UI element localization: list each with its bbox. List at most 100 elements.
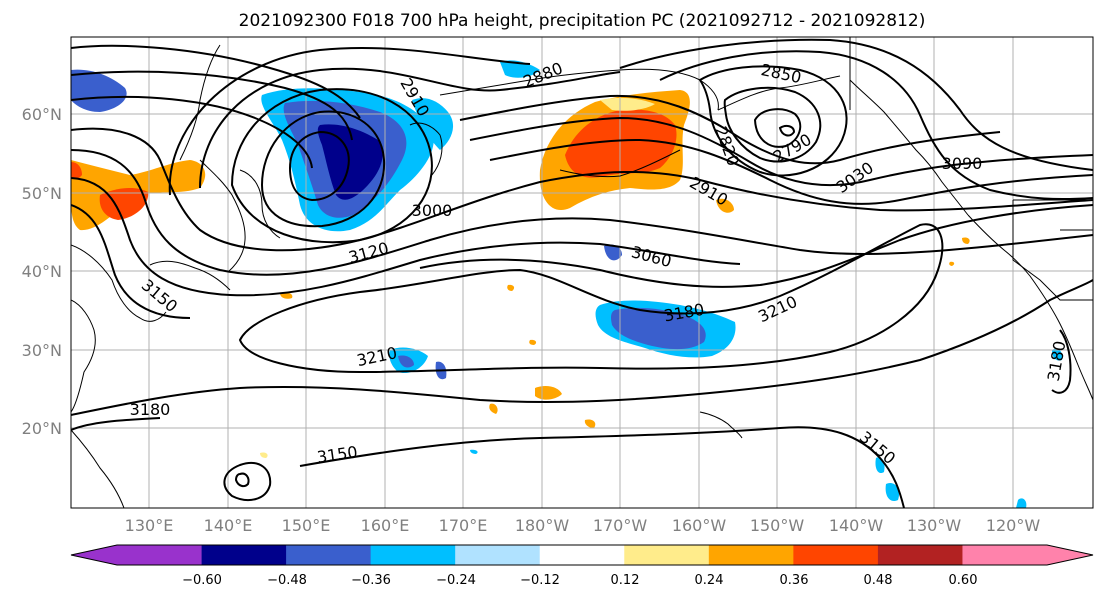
lon-label: 180°W (515, 516, 570, 535)
precip-area (398, 355, 414, 368)
colorbar-segment (877, 545, 963, 565)
precip-area (470, 449, 478, 454)
precip-area (500, 60, 540, 78)
lat-label: 30°N (22, 341, 62, 360)
precip-area (317, 124, 383, 200)
contour-line (288, 130, 350, 202)
contour-line (199, 67, 621, 189)
lon-label: 140°W (829, 516, 884, 535)
precip-area (600, 97, 655, 111)
lon-label: 170°E (439, 516, 488, 535)
colorbar-tick-label: −0.24 (436, 573, 476, 588)
precip-area (949, 261, 955, 266)
colorbar-segment (708, 545, 794, 565)
precip-area (71, 162, 82, 180)
contour-line (659, 50, 1093, 201)
contour-line (260, 110, 386, 228)
lat-label: 60°N (22, 105, 62, 124)
colorbar-segment (370, 545, 456, 565)
contour-line (71, 279, 1093, 416)
contour-line (71, 127, 1093, 252)
colorbar-segments (71, 545, 1093, 565)
colorbar-tick-label: −0.60 (182, 573, 222, 588)
contour-line (71, 70, 353, 141)
contour-line (230, 88, 433, 244)
contour-line (753, 108, 802, 148)
precip-area (1052, 348, 1063, 361)
contour-line (489, 138, 1093, 205)
map-title: 2021092300 F018 700 hPa height, precipit… (239, 11, 926, 31)
contour-label: 3090 (942, 154, 983, 173)
lon-label: 150°W (750, 516, 805, 535)
lat-label: 20°N (22, 419, 62, 438)
contour-line (168, 47, 531, 196)
contour-line (698, 65, 848, 177)
precip-area (604, 244, 622, 261)
precip-area (529, 339, 537, 345)
map-frame (70, 36, 1094, 509)
contour-line (71, 204, 191, 319)
contour-line (71, 44, 361, 119)
colorbar-tick-label: −0.36 (351, 573, 391, 588)
contour-line (723, 86, 822, 163)
contour-line (71, 417, 161, 431)
contour-line (419, 204, 1093, 288)
precip-area (99, 188, 149, 220)
contour-line (238, 223, 944, 374)
longitude-labels: 130°E 140°E 150°E 160°E 170°E 180°W 170°… (125, 516, 1041, 535)
latitude-labels: 60°N 50°N 40°N 30°N 20°N (22, 105, 62, 438)
colorbar-tick-label: 0.24 (695, 573, 724, 588)
colorbar-segment (71, 545, 202, 565)
precip-area (584, 419, 596, 428)
lat-label: 40°N (22, 262, 62, 281)
colorbar-segment (201, 545, 287, 565)
colorbar-segment (793, 545, 879, 565)
precip-area (885, 482, 900, 502)
colorbar-tick-label: 0.12 (611, 573, 640, 588)
colorbar-tick-label: 0.48 (864, 573, 893, 588)
lon-label: 160°W (672, 516, 727, 535)
contour-line (71, 177, 741, 297)
contour-label: 3000 (412, 201, 453, 220)
contour-line (469, 116, 1093, 187)
colorbar-tick-label: 0.60 (949, 573, 978, 588)
lon-label: 170°W (593, 516, 648, 535)
precip-area (507, 284, 515, 291)
colorbar-segment (286, 545, 372, 565)
precip-area (412, 98, 454, 150)
lat-label: 50°N (22, 184, 62, 203)
colorbar: −0.60 −0.48 −0.36 −0.24 −0.12 0.12 0.24 … (70, 544, 1094, 588)
precip-area (1016, 498, 1027, 508)
lon-label: 120°W (986, 516, 1041, 535)
precip-area (260, 452, 268, 458)
lon-label: 160°E (361, 516, 410, 535)
colorbar-outline (70, 544, 1094, 566)
contour-line (778, 124, 796, 137)
contour-line (71, 149, 1093, 276)
precip-area (71, 69, 127, 112)
contour-line (1051, 329, 1072, 394)
lon-label: 140°E (204, 516, 253, 535)
contour-line (71, 95, 313, 169)
height-contours (71, 38, 1093, 508)
coastlines (71, 37, 1093, 508)
colorbar-ticks: −0.60 −0.48 −0.36 −0.24 −0.12 0.12 0.24 … (182, 573, 977, 588)
colorbar-tick-label: −0.48 (267, 573, 307, 588)
contour-line (223, 462, 272, 501)
contour-line (234, 472, 250, 488)
colorbar-tick-label: 0.36 (780, 573, 809, 588)
colorbar-segment (624, 545, 710, 565)
precip-area (962, 237, 970, 244)
graticule (71, 37, 1093, 508)
colorbar-segment (539, 545, 625, 565)
contour-line (299, 426, 905, 508)
precip-area (716, 198, 734, 213)
lon-label: 130°W (907, 516, 962, 535)
contour-line (619, 38, 1093, 171)
precip-area (489, 403, 498, 414)
precip-area (565, 109, 677, 178)
colorbar-tick-label: −0.12 (520, 573, 560, 588)
contour-label: 3180 (130, 400, 171, 419)
colorbar-segment (455, 545, 541, 565)
